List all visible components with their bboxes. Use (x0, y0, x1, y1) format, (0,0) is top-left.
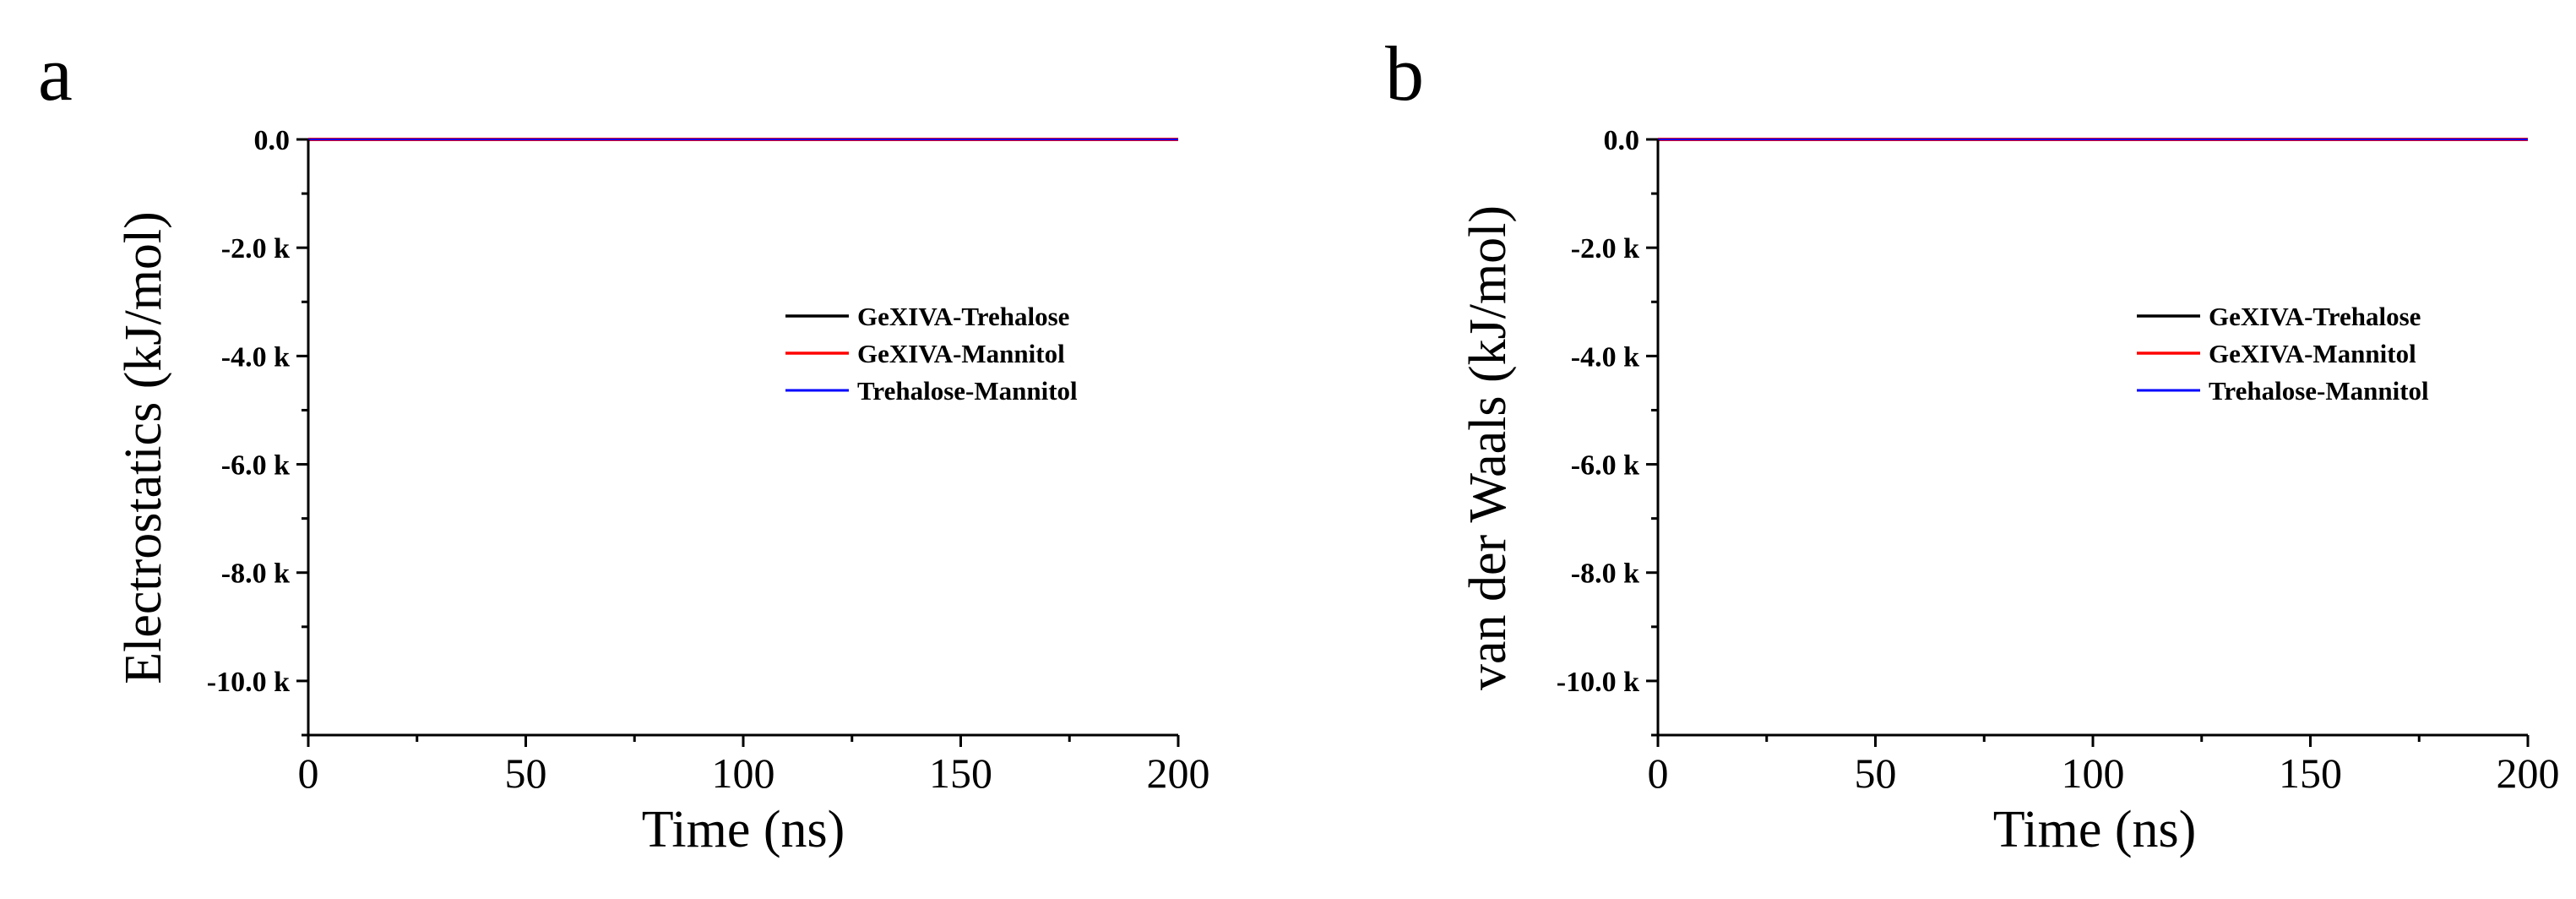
panel-a-x-tick-label: 100 (712, 749, 775, 797)
panel-b-x-tick-label: 200 (2497, 749, 2560, 797)
panel-b-legend-label-trehalose: GeXIVA-Trehalose (2209, 302, 2421, 331)
panel-a-y-tick-label: -10.0 k (207, 667, 290, 698)
panel-a-letter: a (38, 30, 73, 117)
panel-a-legend-label-mannitol: GeXIVA-Mannitol (857, 339, 1065, 368)
panel-b-x-tick-label: 0 (1648, 749, 1669, 797)
panel-b-x-tick-label: 100 (2062, 749, 2125, 797)
panel-a-legend: GeXIVA-Trehalose GeXIVA-Mannitol Trehalo… (785, 302, 1078, 406)
panel-b-plot-area: 0.0 -2.0 k -4.0 k -6.0 k -8.0 k -10.0 k 0 50 100… (1557, 125, 2560, 797)
panel-a-plot-area: 0.0 -2.0 k -4.0 k -6.0 k -8.0 k -10.0 k 0 50 100… (207, 125, 1210, 797)
panel-b-y-tick-label: -6.0 k (1571, 450, 1639, 482)
panel-b-y-tick-label: -4.0 k (1571, 341, 1639, 373)
panel-b-letter: b (1385, 30, 1424, 117)
panel-a-legend-label-trehalose: GeXIVA-Trehalose (857, 302, 1069, 331)
panel-b-y-axis-title: van der Waals (kJ/mol) (1459, 205, 1517, 690)
panel-b-legend-label-trehalose-mannitol: Trehalose-Mannitol (2209, 376, 2429, 406)
panel-b-y-tick-label: -2.0 k (1571, 233, 1639, 264)
panel-b-y-tick-label: -10.0 k (1557, 667, 1639, 698)
panel-b: b van der Waals (kJ/mol) Time (ns) 0.0 -2… (1385, 30, 2560, 858)
panel-a-y-tick-label: 0.0 (254, 125, 291, 156)
panel-a-y-tick-label: -8.0 k (221, 558, 290, 590)
panel-b-x-tick-label: 50 (1855, 749, 1897, 797)
panel-b-x-axis-title: Time (ns) (1993, 801, 2197, 858)
panel-b-legend: GeXIVA-Trehalose GeXIVA-Mannitol Trehalo… (2137, 302, 2429, 406)
panel-a-x-tick-label: 0 (298, 749, 319, 797)
panel-a-x-tick-label: 150 (929, 749, 992, 797)
panel-b-y-tick-label: 0.0 (1604, 125, 1640, 156)
panel-a-x-tick-label: 50 (505, 749, 547, 797)
panel-a-y-tick-label: -6.0 k (221, 450, 290, 482)
panel-a-legend-label-trehalose-mannitol: Trehalose-Mannitol (857, 376, 1078, 406)
panel-a-y-tick-label: -2.0 k (221, 233, 290, 264)
panel-a: a Electrostatics (kJ/mol) Time (ns) 0.0 -… (38, 30, 1210, 858)
panel-b-legend-label-mannitol: GeXIVA-Mannitol (2209, 339, 2416, 368)
panel-a-x-tick-label: 200 (1147, 749, 1210, 797)
panel-a-x-axis-title: Time (ns) (642, 801, 845, 858)
panel-a-y-tick-label: -4.0 k (221, 341, 290, 373)
panel-a-y-axis-title: Electrostatics (kJ/mol) (115, 211, 172, 684)
panel-b-y-tick-label: -8.0 k (1571, 558, 1639, 590)
panel-b-x-tick-label: 150 (2279, 749, 2342, 797)
